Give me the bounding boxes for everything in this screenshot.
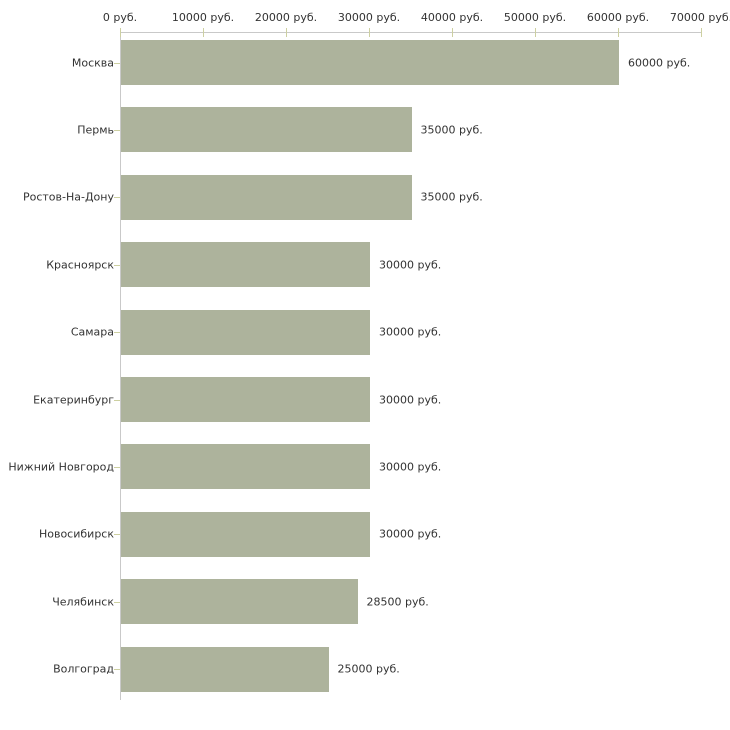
bar (121, 309, 370, 355)
bar (121, 646, 329, 692)
category-label: Ростов-На-Дону (22, 190, 114, 204)
value-label: 25000 руб. (337, 662, 400, 676)
x-tick-label: 20000 руб. (254, 11, 318, 24)
value-label: 35000 руб. (420, 190, 483, 204)
category-label: Москва (71, 56, 114, 69)
category-tick-mark (114, 197, 120, 199)
x-tick-mark (452, 28, 453, 37)
bar (121, 107, 412, 153)
value-label: 30000 руб. (379, 325, 442, 339)
value-label: 30000 руб. (379, 258, 442, 272)
x-tick-mark (203, 28, 204, 37)
x-tick-mark (535, 28, 536, 37)
category-tick-mark (114, 264, 120, 266)
category-label: Волгоград (53, 662, 114, 676)
x-tick-label: 70000 руб. (669, 11, 730, 24)
x-tick-mark (618, 28, 619, 37)
x-tick-label: 60000 руб. (586, 11, 650, 24)
x-tick-label: 30000 руб. (337, 11, 401, 24)
bar (121, 242, 370, 288)
x-tick-mark (701, 28, 702, 37)
category-label: Красноярск (46, 258, 114, 272)
x-tick-label: 40000 руб. (420, 11, 484, 24)
category-tick-mark (114, 399, 120, 401)
category-label: Екатеринбург (33, 393, 114, 406)
category-label: Новосибирск (38, 527, 114, 541)
x-tick-mark (369, 28, 370, 37)
x-tick-mark (120, 28, 121, 37)
x-axis-line (120, 32, 701, 33)
value-label: 30000 руб. (379, 393, 442, 406)
x-tick-label: 0 руб. (102, 11, 138, 24)
bar (121, 174, 412, 220)
category-tick-mark (114, 534, 120, 536)
category-tick-mark (114, 62, 120, 64)
x-tick-mark (286, 28, 287, 37)
bar (121, 377, 370, 422)
bar (121, 444, 370, 490)
category-label: Пермь (77, 123, 114, 137)
category-tick-mark (114, 669, 120, 671)
value-label: 35000 руб. (420, 123, 483, 137)
category-label: Нижний Новгород (8, 460, 114, 474)
bar (121, 579, 358, 625)
category-label: Самара (70, 325, 114, 339)
value-label: 28500 руб. (366, 595, 429, 609)
y-axis-line (120, 28, 121, 700)
category-tick-mark (114, 129, 120, 131)
x-tick-label: 10000 руб. (171, 11, 235, 24)
value-label: 30000 руб. (379, 527, 442, 541)
x-tick-label: 50000 руб. (503, 11, 567, 24)
category-tick-mark (114, 466, 120, 468)
value-label: 60000 руб. (628, 56, 691, 69)
bar (121, 511, 370, 557)
category-label: Челябинск (52, 595, 114, 609)
value-label: 30000 руб. (379, 460, 442, 474)
category-tick-mark (114, 332, 120, 334)
bar (121, 40, 619, 85)
category-tick-mark (114, 601, 120, 603)
